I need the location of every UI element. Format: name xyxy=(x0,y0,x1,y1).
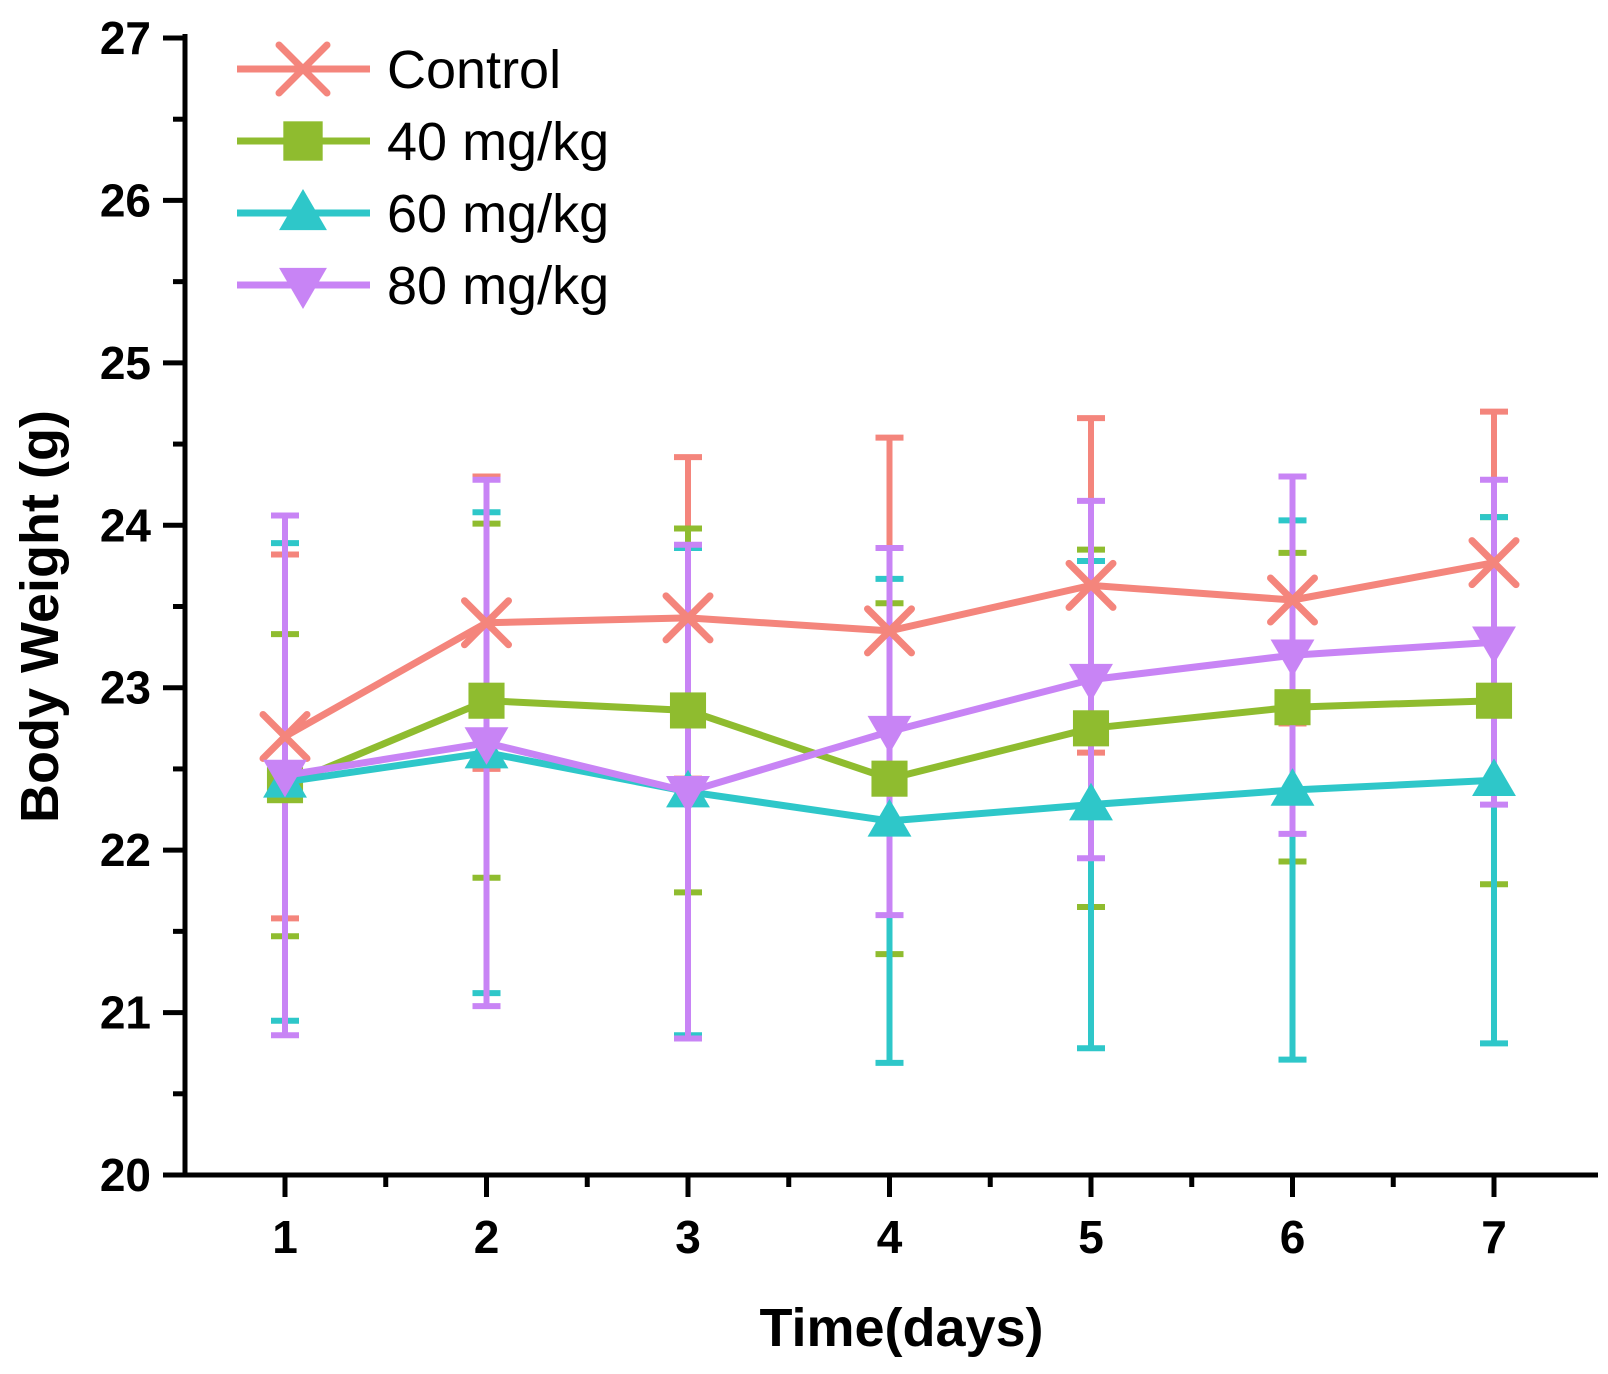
legend-item-2: 40 mg/kg xyxy=(237,112,609,172)
legend-label: 40 mg/kg xyxy=(387,112,609,172)
data-point xyxy=(1475,682,1513,719)
legend-label: 60 mg/kg xyxy=(387,184,609,244)
x-tick-label: 3 xyxy=(675,1211,701,1263)
data-point xyxy=(864,605,915,657)
legend-item-1: Control xyxy=(237,40,561,100)
data-point xyxy=(1065,559,1117,611)
y-tick-label: 22 xyxy=(100,824,151,876)
data-point xyxy=(1274,689,1311,726)
data-point xyxy=(1472,626,1516,665)
x-tick-label: 7 xyxy=(1481,1211,1507,1263)
x-tick-label: 1 xyxy=(272,1211,298,1263)
legend-label: 80 mg/kg xyxy=(387,256,609,316)
data-point xyxy=(669,692,707,729)
x-axis-title: Time(days) xyxy=(759,1298,1043,1358)
data-point xyxy=(1270,639,1315,678)
legend-marker xyxy=(279,189,327,231)
x-tick-label: 6 xyxy=(1280,1211,1306,1263)
data-point xyxy=(468,682,505,719)
x-tick-label: 4 xyxy=(877,1211,903,1263)
data-point xyxy=(1472,758,1516,796)
y-tick-label: 24 xyxy=(100,499,152,551)
data-point xyxy=(259,710,311,762)
data-point xyxy=(464,727,509,765)
y-axis-title: Body Weight (g) xyxy=(10,410,70,823)
y-tick-label: 26 xyxy=(100,174,151,226)
data-point xyxy=(662,592,714,644)
data-point xyxy=(867,798,912,837)
legend-label: Control xyxy=(387,40,561,100)
x-tick-label: 5 xyxy=(1078,1211,1104,1263)
legend: Control 40 mg/kg 60 mg/kg 80 mg/kg xyxy=(237,40,609,316)
series-4 xyxy=(263,626,1516,814)
data-point xyxy=(263,759,307,798)
x-tick-label: 2 xyxy=(474,1211,500,1263)
data-point xyxy=(1468,537,1520,589)
data-point xyxy=(1072,710,1110,747)
data-point xyxy=(871,760,908,797)
legend-marker xyxy=(275,41,331,97)
data-point xyxy=(1267,574,1318,626)
y-tick-label: 21 xyxy=(100,987,151,1039)
data-point xyxy=(1270,768,1315,806)
legend-marker xyxy=(283,121,323,161)
data-point xyxy=(666,775,710,814)
data-point xyxy=(1069,663,1113,702)
series-1 xyxy=(259,537,1520,762)
data-point xyxy=(1069,782,1113,821)
y-tick-label: 20 xyxy=(100,1149,151,1201)
y-tick-label: 25 xyxy=(100,337,151,389)
y-tick-label: 27 xyxy=(100,12,151,64)
series-layer xyxy=(259,408,1520,1066)
legend-item-3: 60 mg/kg xyxy=(237,184,609,244)
legend-item-4: 80 mg/kg xyxy=(237,256,609,316)
data-point xyxy=(867,715,912,754)
legend-marker xyxy=(279,267,327,309)
y-tick-label: 23 xyxy=(100,662,151,714)
data-point xyxy=(461,597,512,649)
